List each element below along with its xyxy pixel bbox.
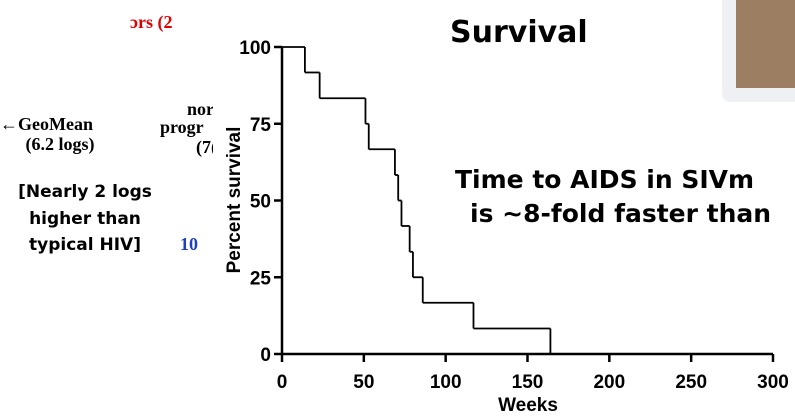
y-tick-label: 75 (250, 115, 272, 136)
x-tick-label: 150 (512, 372, 544, 393)
geomean-value: (6.2 logs) (26, 134, 95, 155)
y-tick-label: 50 (250, 192, 271, 213)
claim-line: is ~8-fold faster than (470, 199, 771, 228)
y-tick-label: 25 (250, 268, 272, 289)
blue-fragment: 10 (180, 234, 198, 254)
red-fragment: ɔrs (2 (130, 12, 172, 33)
y-tick-label: 100 (239, 38, 271, 59)
x-tick-label: 300 (757, 372, 789, 393)
nonprog-line: progr (160, 117, 204, 137)
x-axis-label: Weeks (498, 395, 558, 416)
chart: Percent survival Weeks 0 25 50 75 100 0 50 100 1… (224, 38, 789, 416)
y-axis-label: Percent survival (224, 127, 245, 274)
claim-line: Time to AIDS in SIVm (455, 165, 754, 194)
nonprog-line: nor (187, 99, 214, 119)
note-line: typical HIV] (29, 235, 141, 255)
heading: Survival (450, 15, 588, 50)
x-tick-label: 50 (353, 372, 374, 393)
step-end (549, 353, 552, 355)
photo (736, 0, 795, 88)
x-tick-label: 0 (277, 372, 288, 393)
geomean-label: ←GeoMean (0, 114, 93, 134)
x-tick-label: 250 (675, 372, 707, 393)
nonprog-line: (7( (196, 137, 217, 158)
x-tick-label: 200 (593, 372, 625, 393)
note-line: [Nearly 2 logs (18, 182, 152, 202)
left-text-group: ɔrs (2 ←GeoMean (6.2 logs) [Nearly 2 log… (0, 12, 217, 255)
note-line: higher than (29, 209, 141, 229)
y-tick-label: 0 (260, 345, 271, 366)
x-tick-label: 100 (430, 372, 462, 393)
